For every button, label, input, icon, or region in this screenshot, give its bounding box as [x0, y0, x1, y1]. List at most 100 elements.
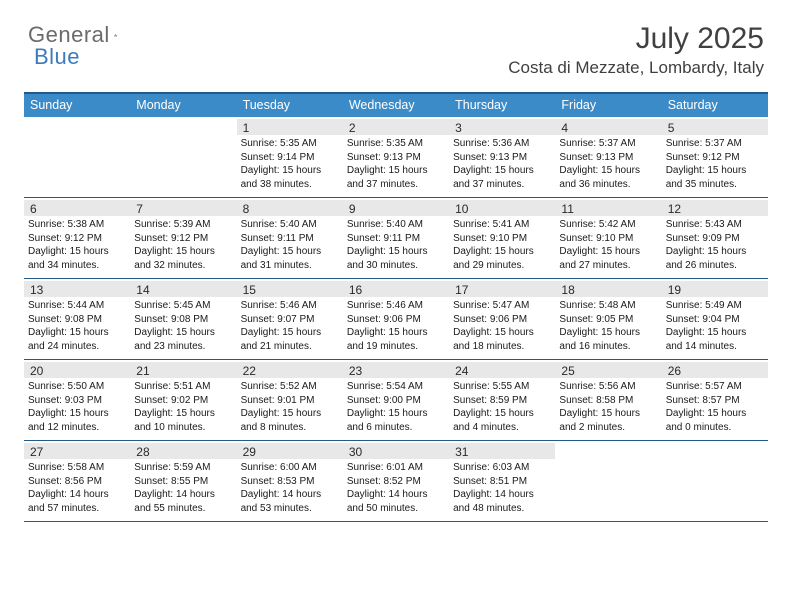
- sunset-text: Sunset: 9:03 PM: [28, 394, 126, 408]
- day-cell: 9Sunrise: 5:40 AMSunset: 9:11 PMDaylight…: [343, 198, 449, 278]
- day2-text: and 50 minutes.: [347, 502, 445, 516]
- sunset-text: Sunset: 9:07 PM: [241, 313, 339, 327]
- day2-text: and 37 minutes.: [453, 178, 551, 192]
- day1-text: Daylight: 15 hours: [347, 407, 445, 421]
- day-number: 25: [555, 362, 661, 378]
- day2-text: and 30 minutes.: [347, 259, 445, 273]
- week-row: 27Sunrise: 5:58 AMSunset: 8:56 PMDayligh…: [24, 441, 768, 522]
- day1-text: Daylight: 15 hours: [453, 245, 551, 259]
- day-number: 22: [237, 362, 343, 378]
- day-cell: 14Sunrise: 5:45 AMSunset: 9:08 PMDayligh…: [130, 279, 236, 359]
- day-cell: 21Sunrise: 5:51 AMSunset: 9:02 PMDayligh…: [130, 360, 236, 440]
- sunset-text: Sunset: 8:57 PM: [666, 394, 764, 408]
- sunrise-text: Sunrise: 5:37 AM: [666, 137, 764, 151]
- day-cell: 28Sunrise: 5:59 AMSunset: 8:55 PMDayligh…: [130, 441, 236, 521]
- day1-text: Daylight: 15 hours: [666, 164, 764, 178]
- day1-text: Daylight: 15 hours: [28, 245, 126, 259]
- sunrise-text: Sunrise: 5:46 AM: [347, 299, 445, 313]
- day1-text: Daylight: 14 hours: [134, 488, 232, 502]
- day1-text: Daylight: 15 hours: [134, 407, 232, 421]
- day-number: 31: [449, 443, 555, 459]
- day2-text: and 21 minutes.: [241, 340, 339, 354]
- sunset-text: Sunset: 9:13 PM: [559, 151, 657, 165]
- week-row: 13Sunrise: 5:44 AMSunset: 9:08 PMDayligh…: [24, 279, 768, 360]
- weekday-header: Tuesday: [237, 94, 343, 117]
- sunrise-text: Sunrise: 5:50 AM: [28, 380, 126, 394]
- sunrise-text: Sunrise: 5:44 AM: [28, 299, 126, 313]
- sunset-text: Sunset: 9:06 PM: [453, 313, 551, 327]
- day-number: 19: [662, 281, 768, 297]
- day1-text: Daylight: 15 hours: [28, 326, 126, 340]
- day-cell: [555, 441, 661, 521]
- day2-text: and 23 minutes.: [134, 340, 232, 354]
- day-number: 27: [24, 443, 130, 459]
- day-cell: 31Sunrise: 6:03 AMSunset: 8:51 PMDayligh…: [449, 441, 555, 521]
- day-cell: [24, 117, 130, 197]
- sunset-text: Sunset: 9:01 PM: [241, 394, 339, 408]
- header: General July 2025 Costa di Mezzate, Lomb…: [0, 0, 792, 84]
- sunrise-text: Sunrise: 5:55 AM: [453, 380, 551, 394]
- sunset-text: Sunset: 9:11 PM: [241, 232, 339, 246]
- sunset-text: Sunset: 9:08 PM: [134, 313, 232, 327]
- weekday-header: Sunday: [24, 94, 130, 117]
- sunset-text: Sunset: 9:04 PM: [666, 313, 764, 327]
- day-number: 12: [662, 200, 768, 216]
- day2-text: and 34 minutes.: [28, 259, 126, 273]
- calendar: SundayMondayTuesdayWednesdayThursdayFrid…: [24, 92, 768, 522]
- day1-text: Daylight: 15 hours: [347, 326, 445, 340]
- day-number: 3: [449, 119, 555, 135]
- logo-line2: Blue: [34, 44, 80, 70]
- sunset-text: Sunset: 9:02 PM: [134, 394, 232, 408]
- sunset-text: Sunset: 9:09 PM: [666, 232, 764, 246]
- sunset-text: Sunset: 9:00 PM: [347, 394, 445, 408]
- weekday-header: Friday: [555, 94, 661, 117]
- day2-text: and 35 minutes.: [666, 178, 764, 192]
- sunrise-text: Sunrise: 5:37 AM: [559, 137, 657, 151]
- day-number: 14: [130, 281, 236, 297]
- weekday-header: Monday: [130, 94, 236, 117]
- day1-text: Daylight: 15 hours: [453, 164, 551, 178]
- day-number: [555, 443, 661, 459]
- sunset-text: Sunset: 8:52 PM: [347, 475, 445, 489]
- day-number: 23: [343, 362, 449, 378]
- day-cell: [662, 441, 768, 521]
- day1-text: Daylight: 15 hours: [347, 164, 445, 178]
- day-number: 29: [237, 443, 343, 459]
- day-number: 4: [555, 119, 661, 135]
- day-cell: 26Sunrise: 5:57 AMSunset: 8:57 PMDayligh…: [662, 360, 768, 440]
- day-number: 8: [237, 200, 343, 216]
- sunset-text: Sunset: 9:13 PM: [347, 151, 445, 165]
- sunset-text: Sunset: 9:10 PM: [559, 232, 657, 246]
- sunset-text: Sunset: 9:14 PM: [241, 151, 339, 165]
- sunset-text: Sunset: 8:56 PM: [28, 475, 126, 489]
- logo-text-blue: Blue: [34, 44, 80, 70]
- week-row: 6Sunrise: 5:38 AMSunset: 9:12 PMDaylight…: [24, 198, 768, 279]
- sunrise-text: Sunrise: 5:54 AM: [347, 380, 445, 394]
- day-cell: 3Sunrise: 5:36 AMSunset: 9:13 PMDaylight…: [449, 117, 555, 197]
- day1-text: Daylight: 15 hours: [453, 326, 551, 340]
- day-number: 16: [343, 281, 449, 297]
- day2-text: and 19 minutes.: [347, 340, 445, 354]
- sunrise-text: Sunrise: 5:38 AM: [28, 218, 126, 232]
- sunrise-text: Sunrise: 5:40 AM: [241, 218, 339, 232]
- day-number: 28: [130, 443, 236, 459]
- weekday-header: Saturday: [662, 94, 768, 117]
- sunset-text: Sunset: 9:12 PM: [28, 232, 126, 246]
- sunset-text: Sunset: 9:12 PM: [134, 232, 232, 246]
- sunset-text: Sunset: 9:10 PM: [453, 232, 551, 246]
- day-cell: 18Sunrise: 5:48 AMSunset: 9:05 PMDayligh…: [555, 279, 661, 359]
- sunrise-text: Sunrise: 5:56 AM: [559, 380, 657, 394]
- day1-text: Daylight: 14 hours: [453, 488, 551, 502]
- sunrise-text: Sunrise: 5:41 AM: [453, 218, 551, 232]
- day2-text: and 31 minutes.: [241, 259, 339, 273]
- day1-text: Daylight: 14 hours: [241, 488, 339, 502]
- day-number: 17: [449, 281, 555, 297]
- day-number: 18: [555, 281, 661, 297]
- day-cell: 6Sunrise: 5:38 AMSunset: 9:12 PMDaylight…: [24, 198, 130, 278]
- sunset-text: Sunset: 9:05 PM: [559, 313, 657, 327]
- day-number: 10: [449, 200, 555, 216]
- sunrise-text: Sunrise: 6:03 AM: [453, 461, 551, 475]
- day-number: 24: [449, 362, 555, 378]
- day2-text: and 24 minutes.: [28, 340, 126, 354]
- day-cell: 15Sunrise: 5:46 AMSunset: 9:07 PMDayligh…: [237, 279, 343, 359]
